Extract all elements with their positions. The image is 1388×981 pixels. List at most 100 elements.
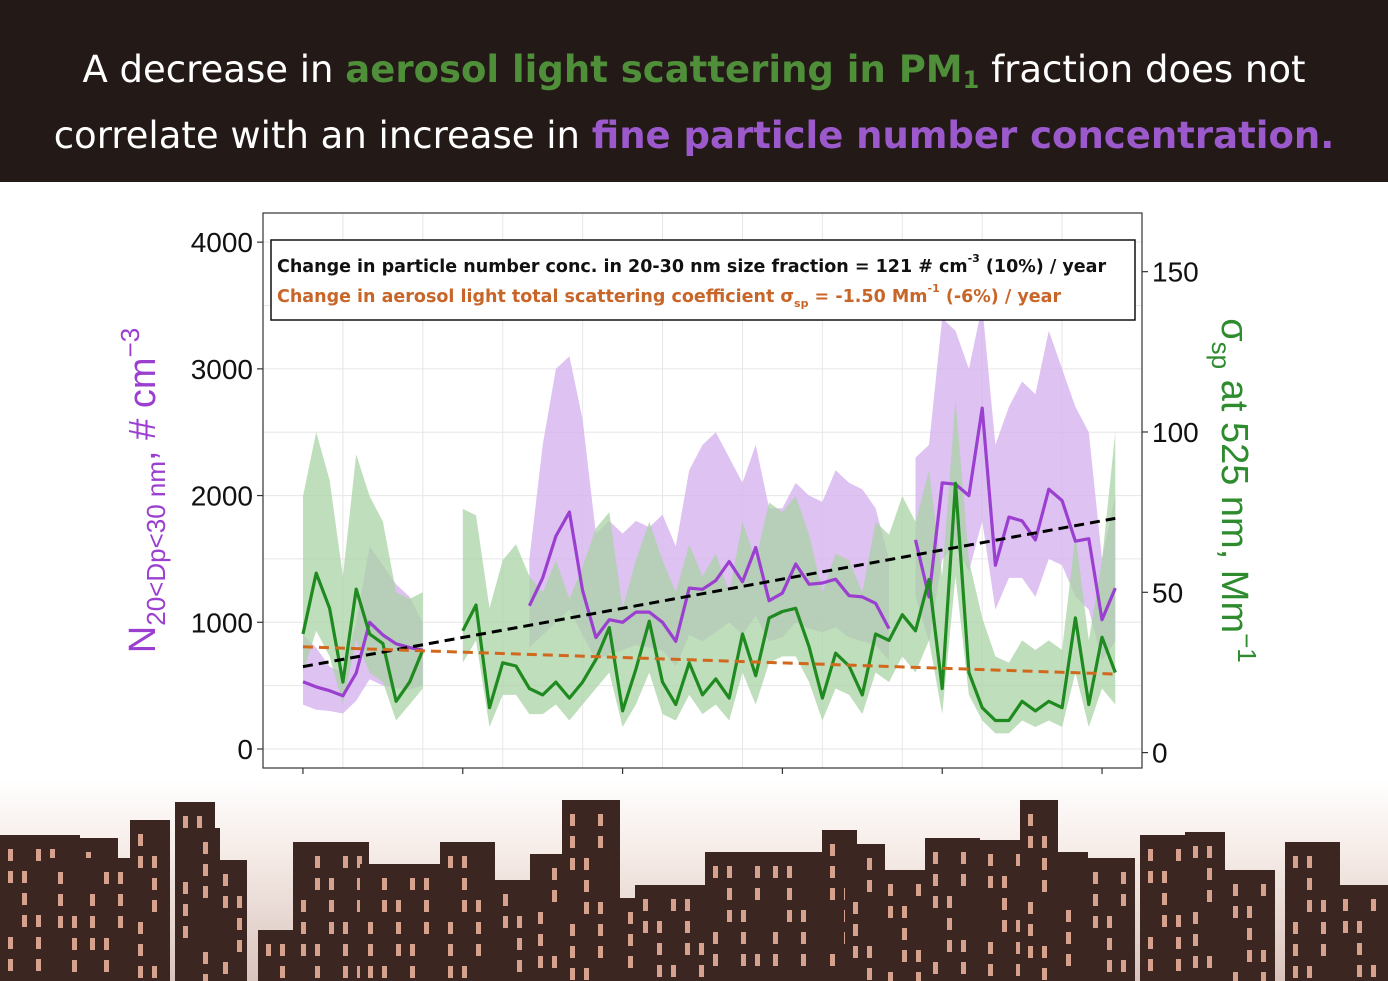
building-window: [152, 878, 157, 890]
legend-text: (10%) / year: [980, 257, 1107, 277]
building-window: [741, 910, 746, 922]
building-window: [280, 944, 285, 956]
building-window: [315, 856, 320, 868]
building-window: [1293, 966, 1298, 978]
building-window: [138, 856, 143, 868]
building-window: [396, 944, 401, 956]
building-window: [8, 959, 13, 971]
particle-number-trend-line: [302, 516, 1116, 669]
building-window: [1002, 920, 1007, 932]
legend-line-particle-number: Change in particle number conc. in 20-30…: [277, 252, 1106, 277]
building-window: [773, 866, 778, 878]
building-window: [1016, 920, 1021, 932]
x-tick-label: 2023: [1071, 776, 1133, 782]
skyline-buildings: [0, 800, 1388, 981]
headline-purple-phrase: fine particle number concentration.: [591, 114, 1335, 157]
building-window: [1148, 871, 1153, 883]
building-window: [223, 874, 228, 886]
building-window: [382, 966, 387, 978]
building-window: [888, 972, 893, 981]
time-series-chart: 2018201920202021202220230100020003000400…: [115, 212, 1262, 782]
building-window: [203, 886, 208, 898]
particle-number-range-band: [915, 305, 1116, 661]
building-window: [424, 922, 429, 934]
building-window: [315, 966, 320, 978]
building-window: [988, 876, 993, 888]
legend-line-scattering: Change in aerosol light total scattering…: [277, 282, 1061, 310]
building-window: [552, 868, 557, 880]
building-window: [1002, 876, 1007, 888]
building-window: [1093, 872, 1098, 884]
building-window: [1121, 960, 1126, 972]
right-tick-label: 50: [1152, 577, 1183, 608]
left-tick-label: 4000: [191, 227, 253, 258]
building: [530, 854, 565, 981]
building-window: [947, 918, 952, 930]
building-window: [933, 896, 938, 908]
building-window: [787, 866, 792, 878]
building-window: [410, 944, 415, 956]
building-window: [1148, 849, 1153, 861]
building-window: [58, 872, 63, 884]
building-window: [867, 946, 872, 958]
building-window: [867, 858, 872, 870]
building: [1225, 870, 1275, 981]
right-tick-label: 0: [1152, 738, 1168, 769]
building-window: [685, 921, 690, 933]
building-window: [755, 954, 760, 966]
building-window: [1176, 937, 1181, 949]
headline-text: fraction does not: [979, 48, 1306, 91]
building-window: [961, 962, 966, 974]
building-window: [1207, 846, 1212, 858]
building-window: [933, 874, 938, 886]
building-window: [503, 894, 508, 906]
building-window: [988, 942, 993, 954]
building-window: [1162, 893, 1167, 905]
headline-green-text: aerosol light scattering in PM: [345, 48, 963, 91]
headline-text: A decrease in: [82, 48, 346, 91]
building-window: [727, 866, 732, 878]
building-window: [22, 871, 27, 883]
building-window: [183, 904, 188, 916]
building-window: [1321, 944, 1326, 956]
building-window: [570, 968, 575, 980]
building-window: [570, 814, 575, 826]
building-window: [1028, 902, 1033, 914]
building-window: [357, 966, 362, 978]
building-window: [22, 893, 27, 905]
building-window: [598, 814, 603, 826]
city-skyline-illustration: [0, 780, 1388, 981]
building-window: [741, 932, 746, 944]
building-window: [699, 965, 704, 977]
building-window: [138, 922, 143, 934]
building-window: [357, 900, 362, 912]
left-tick-label: 1000: [191, 607, 253, 638]
building-window: [1066, 932, 1071, 944]
building-window: [462, 966, 467, 978]
plot-frame: [262, 212, 1143, 769]
building-window: [1176, 959, 1181, 971]
building-window: [1107, 916, 1112, 928]
building-window: [830, 888, 835, 900]
building-window: [1148, 959, 1153, 971]
building-window: [476, 900, 481, 912]
building-window: [203, 974, 208, 981]
left-axis-title-subscript: 20<Dp<30 nm: [141, 461, 171, 626]
building: [1185, 832, 1225, 981]
building-window: [1028, 924, 1033, 936]
x-tick-label: 2022: [911, 776, 973, 782]
building-window: [36, 937, 41, 949]
particle-number-series-line: [302, 620, 424, 698]
building-window: [8, 849, 13, 861]
building: [258, 930, 298, 981]
right-tick-label: 100: [1152, 417, 1199, 448]
building-window: [517, 960, 522, 972]
right-axis-title-superscript: −1: [1232, 633, 1262, 663]
building-window: [1193, 912, 1198, 924]
building-window: [183, 816, 188, 828]
building-window: [1093, 894, 1098, 906]
building-window: [1307, 856, 1312, 868]
building-window: [755, 888, 760, 900]
building-window: [1193, 846, 1198, 858]
building-window: [867, 880, 872, 892]
